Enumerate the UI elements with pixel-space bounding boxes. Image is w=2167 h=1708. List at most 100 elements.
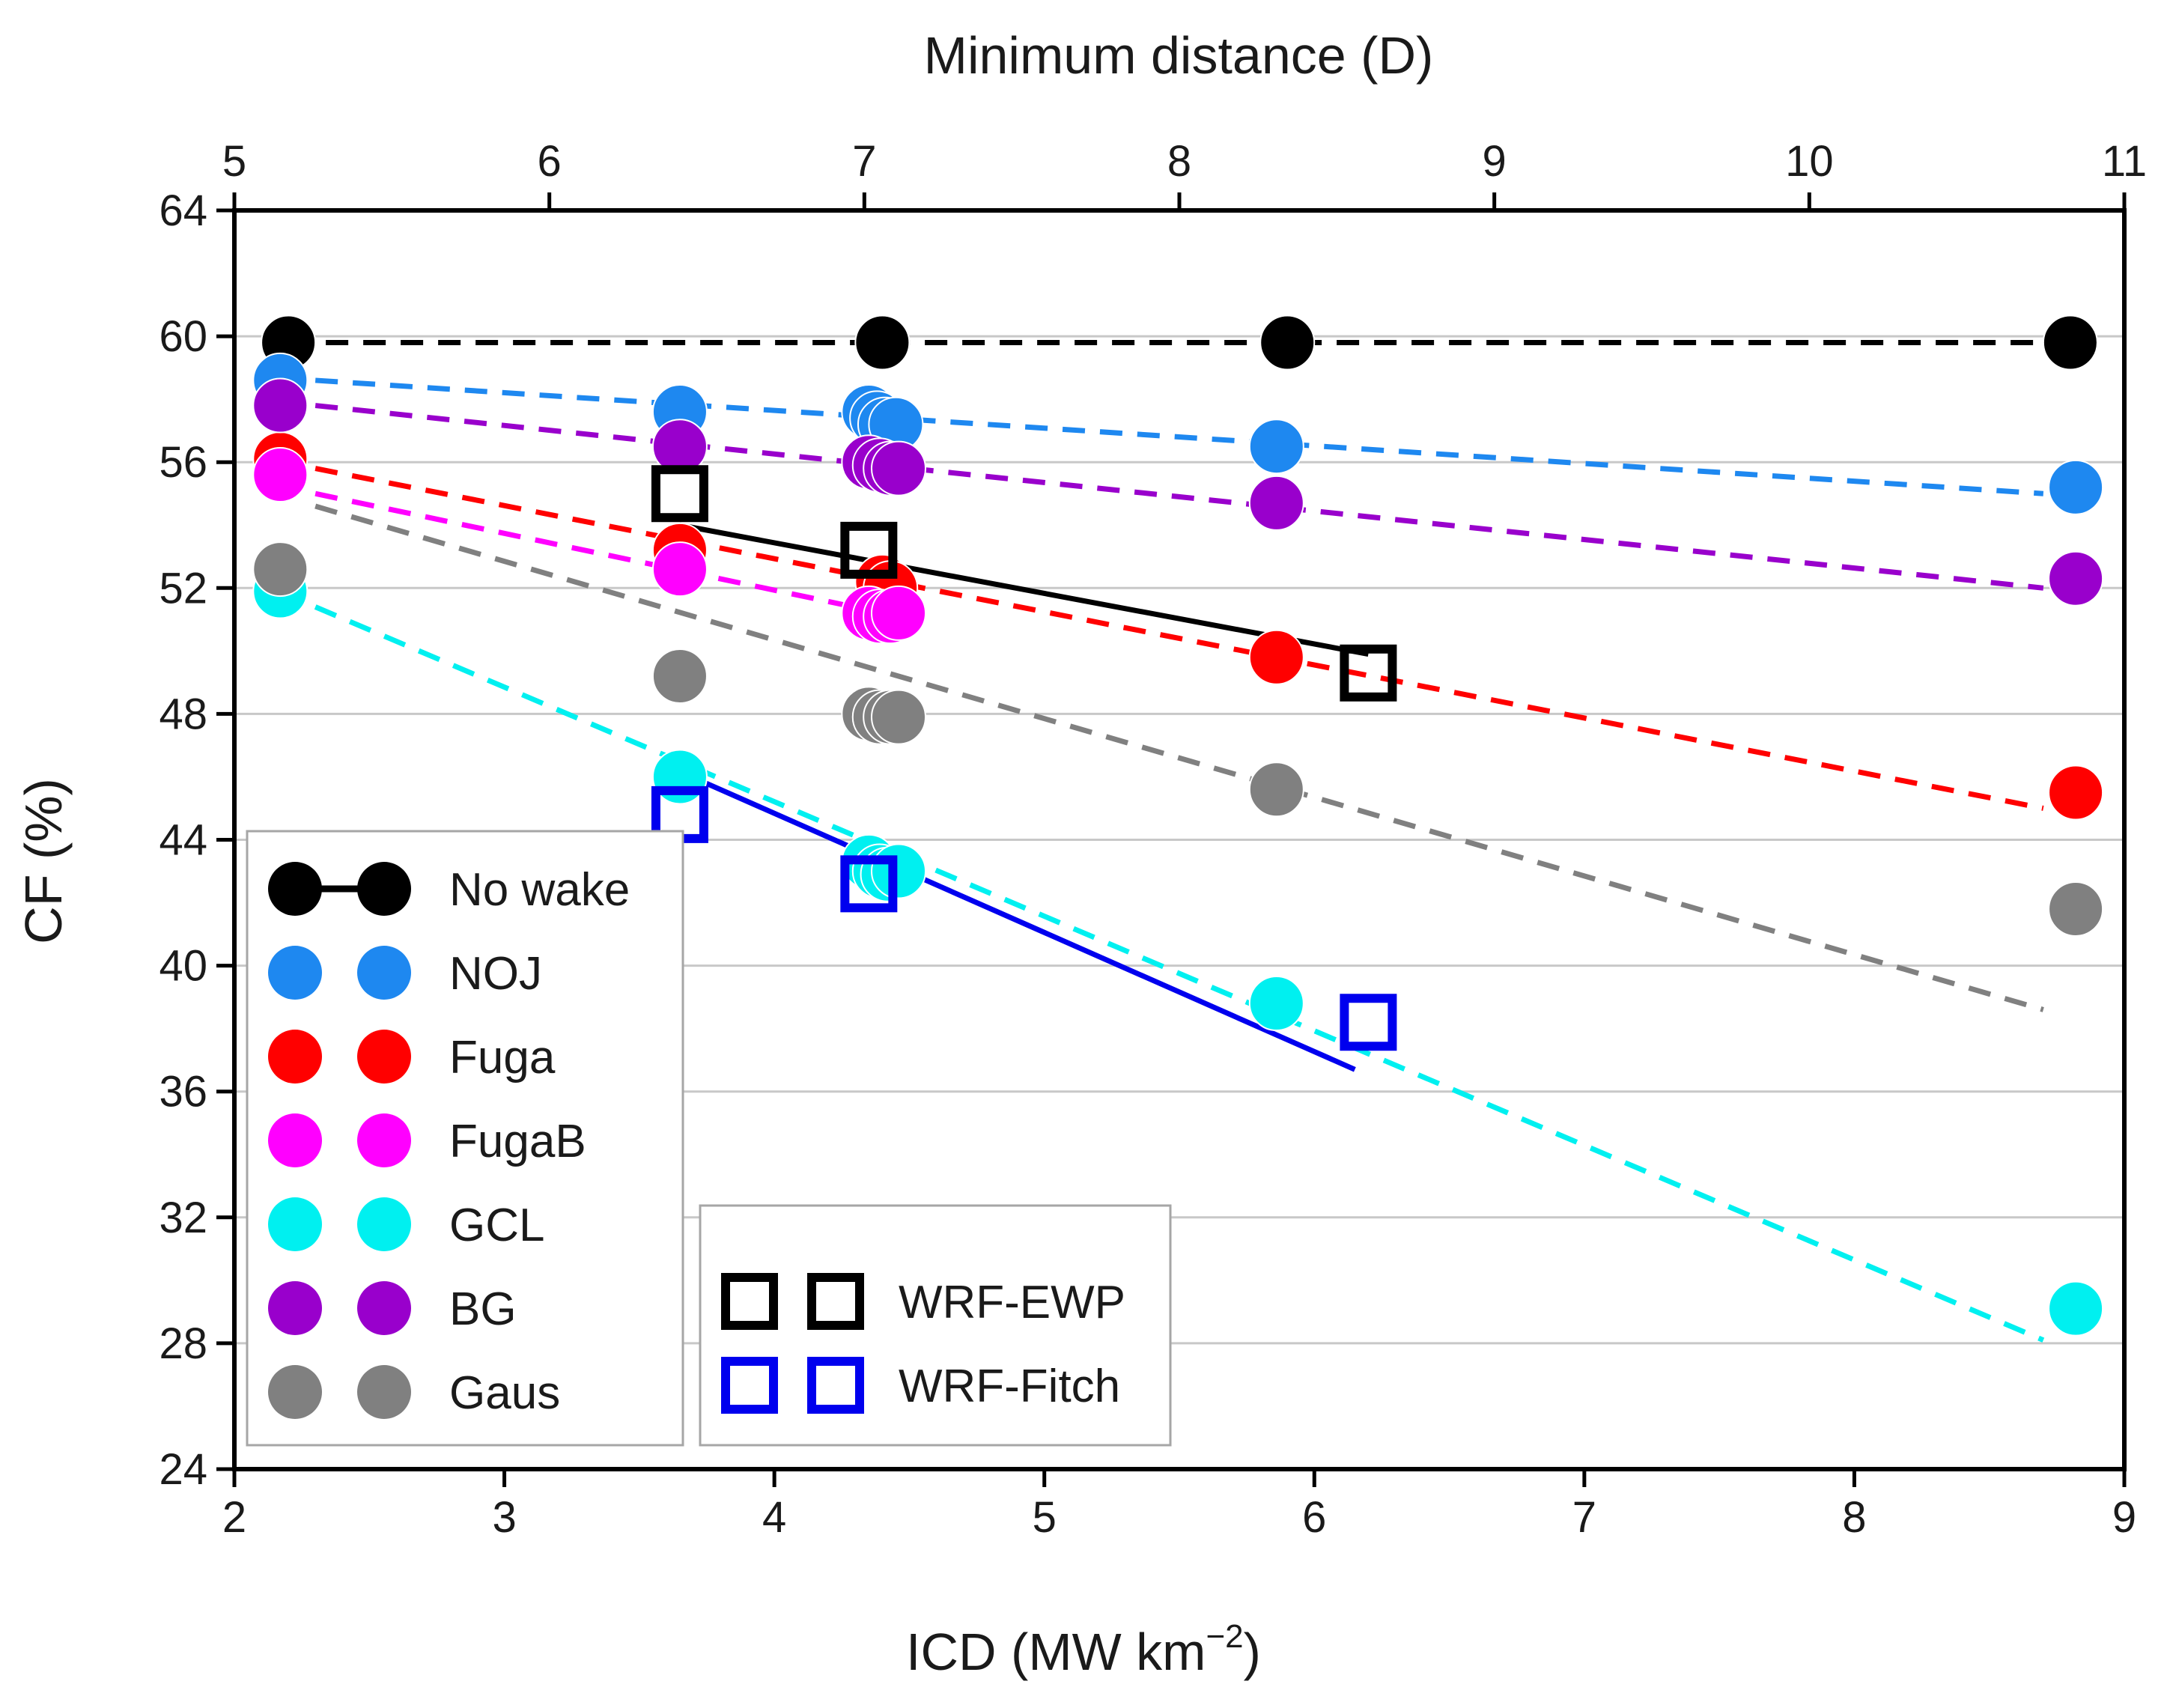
- series-wrf-ewp: [651, 465, 1397, 702]
- x-tick-label-8: 8: [1842, 1493, 1866, 1542]
- y-tick-label-60: 60: [159, 312, 207, 361]
- x2-tick-label-7: 7: [852, 137, 876, 186]
- point-no-wake-1: [854, 314, 911, 371]
- y-tick-label-40: 40: [159, 942, 207, 991]
- point-bg-0: [252, 377, 309, 434]
- legends: No wake NOJ Fuga FugaB GCL BG Gaus WRF-EWP WRF-F…: [246, 830, 1172, 1447]
- x2-tick-label-11: 11: [2102, 137, 2147, 186]
- x-axis-title-superscript: −2: [1206, 1618, 1243, 1655]
- legend-marker-bg-2: [357, 1281, 411, 1335]
- fit-line-gcl: [314, 604, 2045, 1343]
- fit-line-bg: [314, 403, 2044, 591]
- legend-marker-fugab-2: [357, 1113, 411, 1167]
- y-tick-label-52: 52: [159, 564, 207, 613]
- point-wrf-fitch-1: [840, 855, 898, 913]
- legend-marker-wrf-fitch-1: [721, 1357, 778, 1414]
- legend-marker-fuga-1: [268, 1030, 322, 1084]
- legend-box-2: [699, 1204, 1172, 1447]
- point-fugab-5: [871, 585, 927, 641]
- series-noj: [252, 352, 2104, 515]
- fit-line-wrf-fitch: [697, 777, 1356, 1072]
- point-gcl-6: [1248, 976, 1304, 1032]
- x-tick-label-9: 9: [2112, 1493, 2136, 1542]
- y-tick-label-32: 32: [159, 1194, 207, 1242]
- legend-label-fuga: Fuga: [449, 1032, 556, 1084]
- y-tick-label-44: 44: [159, 816, 207, 865]
- legend-marker-gcl-1: [268, 1197, 322, 1251]
- legend-marker-bg-1: [268, 1281, 322, 1335]
- y-tick-label-24: 24: [159, 1445, 207, 1494]
- point-gaus-6: [1248, 762, 1304, 818]
- x-axis-title: ICD (MW km−2): [906, 1618, 1261, 1681]
- legend-2: WRF-EWP WRF-Fitch: [699, 1204, 1172, 1447]
- point-gcl-7: [2048, 1280, 2104, 1337]
- point-gaus-0: [252, 541, 309, 598]
- data-points: [252, 314, 2104, 1337]
- legend-label-wrf-ewp: WRF-EWP: [899, 1277, 1125, 1328]
- point-gcl-5: [871, 843, 927, 899]
- x2-tick-label-5: 5: [222, 137, 246, 186]
- fit-line-noj: [314, 377, 2044, 496]
- legend-marker-fugab-1: [268, 1113, 322, 1167]
- x-tick-label-4: 4: [762, 1493, 786, 1542]
- x2-axis-title: Minimum distance (D): [924, 26, 1434, 85]
- x2-tick-label-10: 10: [1785, 137, 1834, 186]
- series-fuga: [252, 431, 2104, 821]
- legend-marker-gcl-2: [357, 1197, 411, 1251]
- legend-label-wrf-fitch: WRF-Fitch: [899, 1361, 1120, 1412]
- legend-label-bg: BG: [449, 1283, 517, 1335]
- legend-marker-noj-2: [357, 946, 411, 1000]
- point-wrf-fitch-2: [1340, 994, 1397, 1051]
- legend-marker-fuga-2: [357, 1030, 411, 1084]
- x-tick-label-3: 3: [492, 1493, 516, 1542]
- point-bg-6: [1248, 475, 1304, 531]
- point-gaus-5: [871, 689, 927, 745]
- point-noj-6: [1248, 419, 1304, 475]
- y-tick-label-36: 36: [159, 1068, 207, 1116]
- x2-tick-label-6: 6: [538, 137, 562, 186]
- y-tick-label-56: 56: [159, 438, 207, 487]
- legend-marker-gaus-1: [268, 1365, 322, 1419]
- point-gaus-7: [2048, 881, 2104, 937]
- x-tick-label-6: 6: [1302, 1493, 1326, 1542]
- fit-line-fuga: [314, 466, 2044, 811]
- series-bg: [252, 377, 2104, 607]
- legend-label-no-wake: No wake: [449, 864, 630, 916]
- fit-line-fugab: [314, 490, 870, 613]
- point-gcl-1: [651, 749, 708, 805]
- series-fugab: [252, 447, 927, 645]
- point-fuga-5: [2048, 765, 2104, 821]
- legend-label-noj: NOJ: [449, 948, 542, 1000]
- fit-line-gaus: [314, 503, 2044, 1012]
- legend-label-fugab: FugaB: [449, 1116, 586, 1167]
- legend-marker-gaus-2: [357, 1365, 411, 1419]
- legend-1: No wake NOJ Fuga FugaB GCL BG Gaus: [246, 830, 684, 1447]
- y-tick-label-48: 48: [159, 690, 207, 738]
- point-fuga-4: [1248, 629, 1304, 685]
- point-noj-7: [2048, 459, 2104, 515]
- legend-marker-wrf-ewp-1: [721, 1273, 778, 1330]
- point-gaus-1: [651, 648, 708, 704]
- series-no-wake: [261, 314, 2098, 371]
- point-fugab-0: [252, 447, 309, 503]
- legend-marker-wrf-fitch-2: [807, 1357, 864, 1414]
- point-wrf-ewp-1: [840, 521, 898, 579]
- point-no-wake-3: [2042, 314, 2098, 371]
- point-fugab-1: [651, 541, 708, 598]
- x2-tick-label-8: 8: [1167, 137, 1191, 186]
- legend-label-gcl: GCL: [449, 1200, 544, 1251]
- x-axis-title-end: ): [1244, 1623, 1261, 1681]
- point-wrf-ewp-2: [1340, 644, 1397, 702]
- y-axis-title: CF (%): [14, 778, 73, 944]
- point-wrf-ewp-0: [651, 465, 708, 523]
- y-tick-label-28: 28: [159, 1319, 207, 1368]
- point-bg-7: [2048, 550, 2104, 607]
- legend-label-gaus: Gaus: [449, 1367, 560, 1419]
- x-tick-label-7: 7: [1572, 1493, 1596, 1542]
- legend-marker-no-wake-2: [357, 862, 411, 916]
- x2-tick-label-9: 9: [1483, 137, 1507, 186]
- point-bg-5: [871, 440, 927, 496]
- y-tick-label-64: 64: [159, 186, 207, 235]
